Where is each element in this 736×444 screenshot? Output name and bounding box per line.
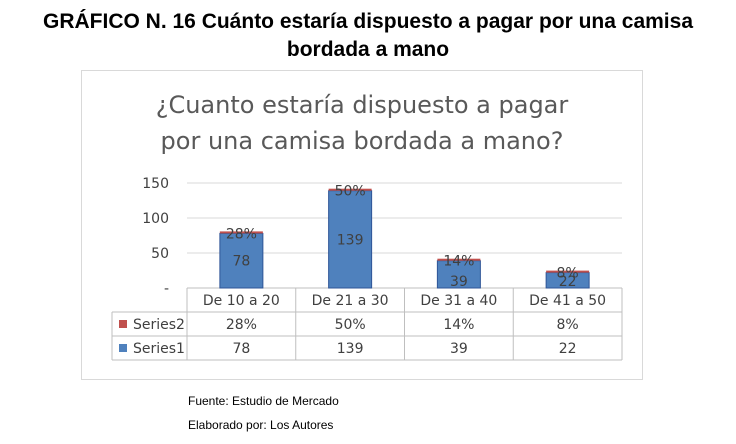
x-category-label: De 10 a 20 xyxy=(203,293,280,309)
bar-series2 xyxy=(219,231,263,234)
data-label-series2: 28% xyxy=(226,226,257,242)
bar-series1 xyxy=(328,190,373,289)
legend-label-series1: Series1 xyxy=(133,341,185,357)
legend-key-series2 xyxy=(119,320,127,328)
data-label-series2: 8% xyxy=(557,266,579,282)
table-cell-series1: 22 xyxy=(559,341,577,357)
y-tick-label: - xyxy=(164,281,169,297)
table-cell-series1: 139 xyxy=(337,341,364,357)
table-cell-series2: 8% xyxy=(557,317,579,333)
x-category-label: De 21 a 30 xyxy=(312,293,389,309)
x-category-label: De 41 a 50 xyxy=(529,293,606,309)
figure-heading-line-2: bordada a mano xyxy=(286,38,450,61)
table-cell-series2: 50% xyxy=(335,317,366,333)
data-label-series2: 50% xyxy=(335,184,366,200)
x-category-label: De 31 a 40 xyxy=(420,293,497,309)
bar-series1 xyxy=(436,260,481,289)
bar-series2 xyxy=(546,270,590,273)
y-tick-label: 150 xyxy=(142,176,169,192)
legend-label-series2: Series2 xyxy=(133,317,185,333)
y-tick-label: 100 xyxy=(142,211,169,227)
y-tick-label: 50 xyxy=(151,246,169,262)
legend-key-series1 xyxy=(119,344,127,352)
chart-title-line-1: ¿Cuanto estaría dispuesto a pagar xyxy=(155,91,569,119)
data-label-series1: 78 xyxy=(232,254,250,270)
source-note: Fuente: Estudio de Mercado xyxy=(188,394,339,408)
data-label-series2: 14% xyxy=(443,254,474,270)
chart-title: ¿Cuanto estaría dispuesto a pagar por un… xyxy=(82,87,642,159)
table-cell-series2: 14% xyxy=(443,317,474,333)
bar-series2 xyxy=(437,258,481,261)
data-label-series1: 139 xyxy=(337,232,364,248)
table-cell-series1: 39 xyxy=(450,341,468,357)
chart-area: ¿Cuanto estaría dispuesto a pagar por un… xyxy=(81,70,643,380)
author-note: Elaborado por: Los Autores xyxy=(188,418,334,432)
chart-title-line-2: por una camisa bordada a mano? xyxy=(160,127,564,155)
data-label-series1: 22 xyxy=(559,274,577,290)
figure-heading-line-1: GRÁFICO N. 16 Cuánto estaría dispuesto a… xyxy=(43,10,693,33)
data-label-series1: 39 xyxy=(450,274,468,290)
bar-series2 xyxy=(328,188,372,191)
table-cell-series1: 78 xyxy=(232,341,250,357)
table-cell-series2: 28% xyxy=(226,317,257,333)
figure-heading: GRÁFICO N. 16 Cuánto estaría dispuesto a… xyxy=(0,8,736,64)
bar-chart-plot: - 50 100 150 28% 78 De 10 a 20 28% 78 50% 139 De 21… xyxy=(111,176,623,361)
